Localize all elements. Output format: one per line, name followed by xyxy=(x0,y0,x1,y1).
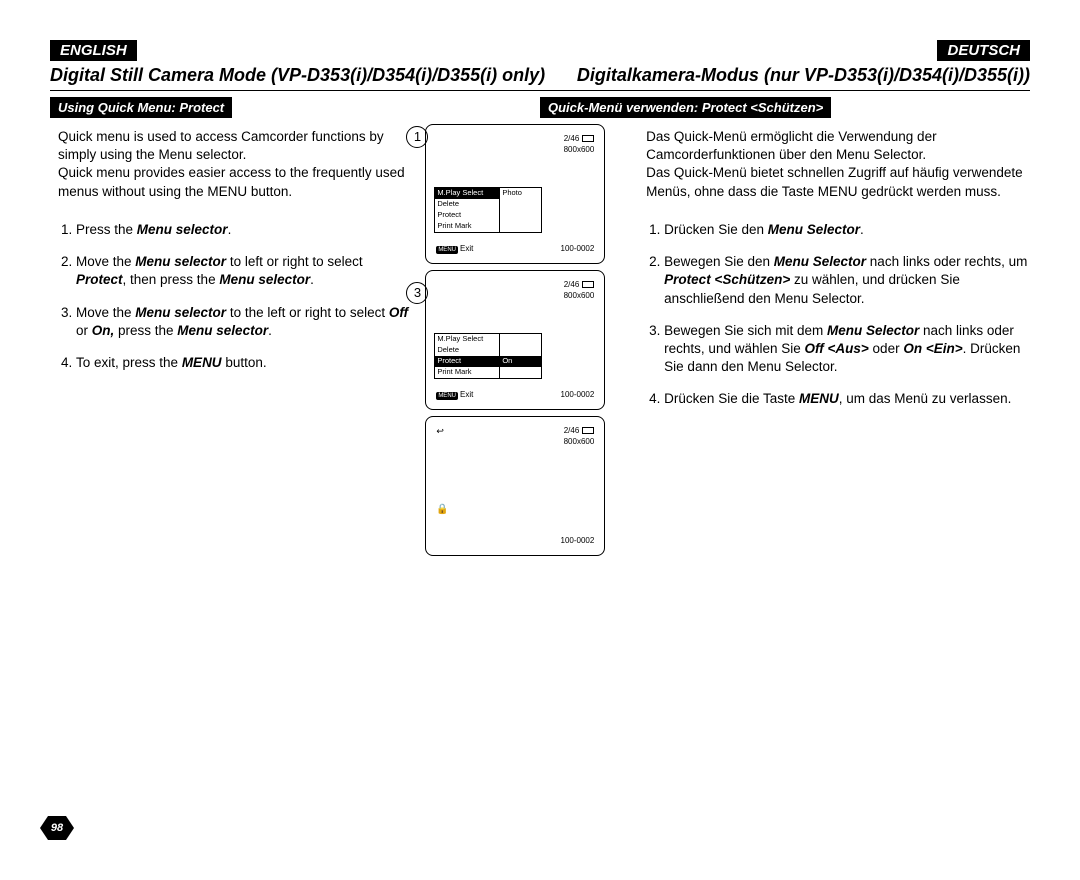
subhead-english: Using Quick Menu: Protect xyxy=(50,97,232,118)
subheading-row: Using Quick Menu: Protect Quick-Menü ver… xyxy=(50,97,1030,118)
step-en-3: Move the Menu selector to the left or ri… xyxy=(76,304,412,340)
lcd3-top-right: 2/46 800x600 xyxy=(564,279,595,301)
intro-deutsch: Das Quick-Menü ermöglicht die Verwendung… xyxy=(646,128,1030,201)
battery-icon xyxy=(579,134,594,143)
title-english: Digital Still Camera Mode (VP-D353(i)/D3… xyxy=(50,63,545,90)
subhead-deutsch: Quick-Menü verwenden: Protect <Schützen> xyxy=(540,97,831,118)
lock-icon: 🔒 xyxy=(436,503,448,517)
step-de-4: Drücken Sie die Taste MENU, um das Menü … xyxy=(664,390,1030,408)
lang-deutsch-tab: DEUTSCH xyxy=(937,40,1030,61)
steps-deutsch: Drücken Sie den Menu Selector. Bewegen S… xyxy=(646,221,1030,409)
english-column: Quick menu is used to access Camcorder f… xyxy=(50,124,412,562)
battery-icon xyxy=(579,426,594,435)
lcd3-file: 100-0002 xyxy=(561,390,595,401)
title-deutsch: Digitalkamera-Modus (nur VP-D353(i)/D354… xyxy=(577,63,1030,90)
battery-icon xyxy=(579,280,594,289)
step-de-3: Bewegen Sie sich mit dem Menu Selector n… xyxy=(664,322,1030,377)
lcd1-menu-list: M.Play SelectPhotoDeleteProtectPrint Mar… xyxy=(434,187,542,233)
page-number-badge: 98 xyxy=(40,816,74,840)
lcdres-file: 100-0002 xyxy=(561,536,595,547)
lcd-screen-1: 2/46 800x600 M.Play SelectPhotoDeletePro… xyxy=(425,124,605,264)
manual-page: ENGLISH DEUTSCH Digital Still Camera Mod… xyxy=(50,40,1030,840)
lcd1-exit: MENUExit xyxy=(436,244,473,255)
step-de-2: Bewegen Sie den Menu Selector nach links… xyxy=(664,253,1030,308)
lcd-column: 1 3 2/46 800x600 M.Play SelectPhotoDelet… xyxy=(412,124,618,562)
lcd-screen-3: 2/46 800x600 M.Play SelectDeleteProtectO… xyxy=(425,270,605,410)
lang-english-tab: ENGLISH xyxy=(50,40,137,61)
step-en-4: To exit, press the MENU button. xyxy=(76,354,412,372)
return-icon: ↩ xyxy=(436,425,444,437)
step-en-2: Move the Menu selector to left or right … xyxy=(76,253,412,289)
lcd-screen-result: ↩ 2/46 800x600 🔒 100-0002 xyxy=(425,416,605,556)
lcd3-exit: MENUExit xyxy=(436,390,473,401)
lcdres-top-right: 2/46 800x600 xyxy=(564,425,595,447)
lcd1-file: 100-0002 xyxy=(561,244,595,255)
step-en-1: Press the Menu selector. xyxy=(76,221,412,239)
steps-english: Press the Menu selector. Move the Menu s… xyxy=(58,221,412,372)
intro-english: Quick menu is used to access Camcorder f… xyxy=(58,128,412,201)
body-row: Quick menu is used to access Camcorder f… xyxy=(50,124,1030,562)
title-row: Digital Still Camera Mode (VP-D353(i)/D3… xyxy=(50,63,1030,91)
deutsch-column: Das Quick-Menü ermöglicht die Verwendung… xyxy=(618,124,1030,562)
lcd1-top-right: 2/46 800x600 xyxy=(564,133,595,155)
step-de-1: Drücken Sie den Menu Selector. xyxy=(664,221,1030,239)
language-tabs: ENGLISH DEUTSCH xyxy=(50,40,1030,61)
lcd3-menu-list: M.Play SelectDeleteProtectOnPrint Mark xyxy=(434,333,542,379)
